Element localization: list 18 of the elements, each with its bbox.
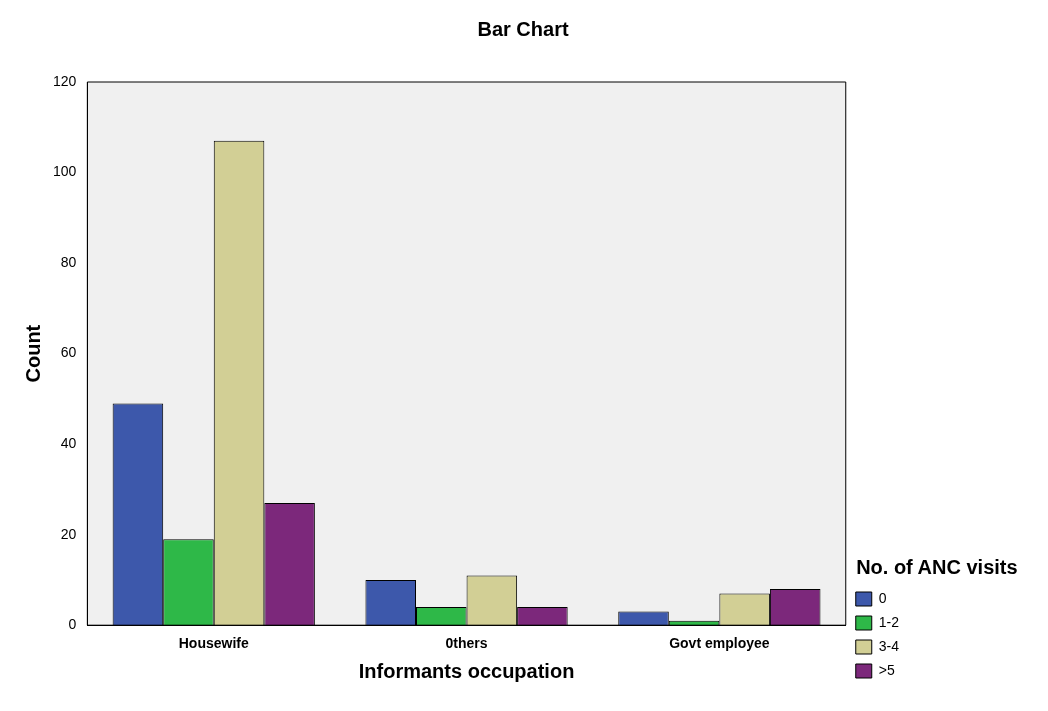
chart-title: Bar Chart (477, 17, 569, 40)
legend-label: >5 (878, 661, 895, 678)
legend-label: 0 (878, 589, 887, 606)
y-tick-label: 120 (53, 72, 77, 89)
x-tick-label: Govt employee (669, 635, 770, 652)
y-tick-label: 20 (60, 525, 77, 542)
legend-label: 3-4 (878, 637, 900, 654)
y-tick-label: 80 (60, 253, 77, 270)
legend-title: No. of ANC visits (856, 555, 1018, 578)
y-tick-label: 0 (68, 616, 77, 633)
x-tick-label: Housewife (178, 635, 249, 652)
y-axis-title: Count (21, 324, 44, 383)
x-tick-label: 0thers (445, 635, 488, 652)
y-tick-label: 100 (53, 163, 77, 180)
y-tick-label: 60 (60, 344, 77, 361)
legend-label: 1-2 (878, 613, 900, 630)
y-tick-label: 40 (60, 434, 77, 451)
x-axis-title: Informants occupation (358, 659, 575, 682)
